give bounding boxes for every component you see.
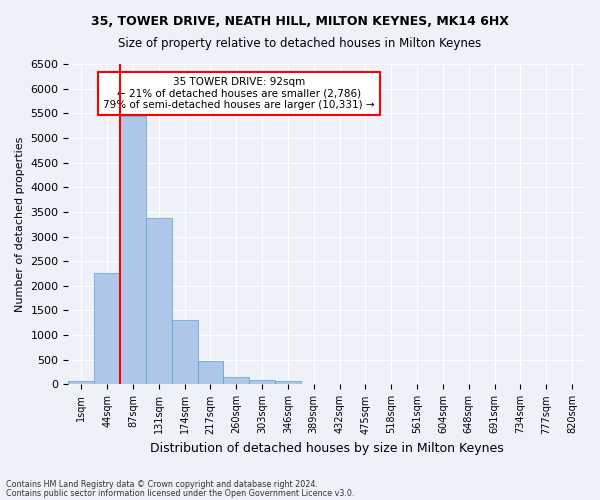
- Bar: [172, 320, 197, 384]
- Text: Contains HM Land Registry data © Crown copyright and database right 2024.: Contains HM Land Registry data © Crown c…: [6, 480, 318, 489]
- Bar: [223, 376, 249, 384]
- X-axis label: Distribution of detached houses by size in Milton Keynes: Distribution of detached houses by size …: [150, 442, 503, 455]
- Text: 35, TOWER DRIVE, NEATH HILL, MILTON KEYNES, MK14 6HX: 35, TOWER DRIVE, NEATH HILL, MILTON KEYN…: [91, 15, 509, 28]
- Bar: [197, 361, 223, 384]
- Text: Contains public sector information licensed under the Open Government Licence v3: Contains public sector information licen…: [6, 488, 355, 498]
- Bar: [68, 380, 94, 384]
- Bar: [120, 116, 146, 384]
- Y-axis label: Number of detached properties: Number of detached properties: [15, 136, 25, 312]
- Bar: [146, 218, 172, 384]
- Text: Size of property relative to detached houses in Milton Keynes: Size of property relative to detached ho…: [118, 38, 482, 51]
- Bar: [275, 380, 301, 384]
- Bar: [94, 272, 120, 384]
- Bar: [249, 380, 275, 384]
- Text: 35 TOWER DRIVE: 92sqm
← 21% of detached houses are smaller (2,786)
79% of semi-d: 35 TOWER DRIVE: 92sqm ← 21% of detached …: [103, 77, 374, 110]
